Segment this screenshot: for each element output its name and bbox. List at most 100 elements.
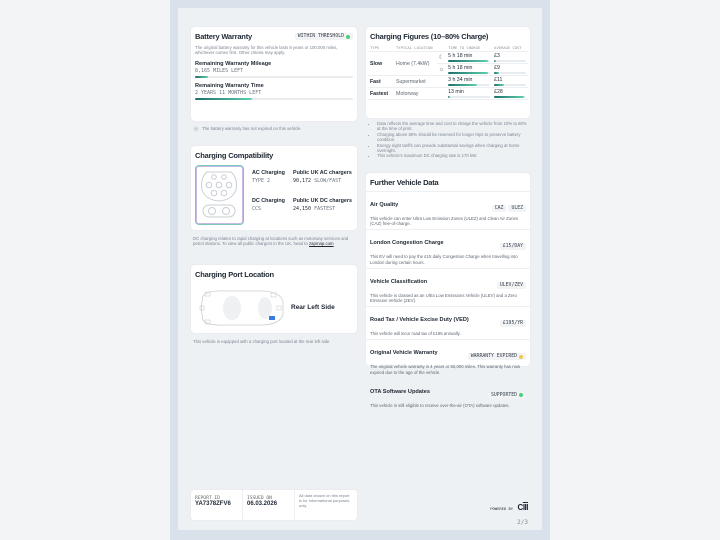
item-badge: SUPPORTED xyxy=(488,391,526,399)
dc-public-count: 24,150 xyxy=(293,205,312,212)
dc-public-label: Public UK DC chargers xyxy=(293,198,353,204)
time-progress xyxy=(195,97,353,100)
item-title: Air Quality xyxy=(370,202,399,208)
mileage-progress xyxy=(195,75,353,78)
battery-warranty-description: The original battery warranty for this v… xyxy=(195,45,338,56)
brand-logo-icon: CIII xyxy=(517,503,529,512)
port-location: Rear Left Side xyxy=(291,304,335,311)
disclaimer: All data shown on this report is for inf… xyxy=(299,493,350,508)
vehicle-data-item: Vehicle Classification ULEV/ZEV This vehic… xyxy=(366,267,530,306)
ac-public-speed: SLOW/FAST xyxy=(314,177,342,184)
moon-icon: ☾ xyxy=(436,51,447,64)
item-description: This vehicle can enter Ultra Low Emissio… xyxy=(370,216,519,227)
status-dot-icon xyxy=(519,354,523,359)
item-title: London Congestion Charge xyxy=(370,240,444,247)
charging-figures-table: TYPE TYPICAL LOCATION TIME TO CHARGE AVE… xyxy=(368,44,528,100)
battery-warranty-card: Battery Warranty WITHIN THRESHOLD The or… xyxy=(191,27,357,121)
vehicle-data-item: OTA Software Updates SUPPORTED This vehicl… xyxy=(366,377,530,411)
further-title: Further Vehicle Data xyxy=(370,178,439,187)
item-title: Road Tax / Vehicle Excise Duty (VED) xyxy=(370,317,469,324)
further-vehicle-data-card: Further Vehicle Data Air Quality CAZ ULEZ T… xyxy=(366,173,530,408)
item-badge: ULEV/ZEV xyxy=(496,281,526,289)
figures-note: Charging above 80% should be reserved fo… xyxy=(377,132,528,143)
item-description: This vehicle is classed as an Ultra Low … xyxy=(370,292,517,304)
port-note: This vehicle is equipped with a charging… xyxy=(193,339,330,344)
status-dot-icon xyxy=(519,393,523,398)
charge-type: Fastest xyxy=(368,87,394,100)
mileage-value: 8,165 MILES LEFT xyxy=(195,67,244,74)
dc-public-speed: FASTEST xyxy=(314,205,336,212)
zapmap-link[interactable]: zapmap.com xyxy=(309,241,334,247)
compat-title: Charging Compatibility xyxy=(195,151,274,160)
figures-note: Energy night tariffs can provide substan… xyxy=(377,143,528,154)
item-title: Vehicle Classification xyxy=(370,278,428,285)
charge-type: Slow xyxy=(368,51,394,76)
report-id: YA7378ZFV6 xyxy=(195,501,231,507)
item-badge: WARRANTY EXPIRED xyxy=(467,353,526,361)
status-dot-icon xyxy=(346,34,350,39)
vehicle-data-item: Original Vehicle Warranty WARRANTY EXPIRE… xyxy=(366,339,530,377)
dc-charging-label: DC Charging xyxy=(252,198,285,204)
figures-note: This vehicle's maximum DC charging rate … xyxy=(377,153,528,158)
item-badge: ULEZ xyxy=(508,205,526,212)
ac-public-count: 90,172 xyxy=(293,177,312,184)
battery-note: i The battery warranty has not expired o… xyxy=(193,126,302,132)
ac-public-label: Public UK AC chargers xyxy=(293,170,352,176)
time-value: 2 YEARS 11 MONTHS LEFT xyxy=(195,89,262,96)
vehicle-data-item: Road Tax / Vehicle Excise Duty (VED) £195… xyxy=(366,306,530,339)
page-number: 2/3 xyxy=(517,519,528,526)
vehicle-data-item: Air Quality CAZ ULEZ This vehicle can enter… xyxy=(366,191,530,229)
report-id-label: REPORT ID xyxy=(195,496,220,501)
figures-notes: Data reflects the average time and cost … xyxy=(372,121,528,159)
charge-location: Motorway xyxy=(394,87,447,100)
item-badge: CAZ xyxy=(491,205,507,212)
charging-port-marker xyxy=(269,316,275,320)
port-title: Charging Port Location xyxy=(195,270,274,279)
vehicle-data-item: London Congestion Charge £15/DAY This EV w… xyxy=(366,229,530,267)
charging-row: Fastest Motorway 13 min £28 xyxy=(368,87,528,100)
ac-connector-type: TYPE 2 xyxy=(252,177,271,184)
header-time: TIME TO CHARGE xyxy=(446,44,493,52)
charge-cost: £3 xyxy=(492,51,528,64)
powered-by: POWERED BY CIII 2/3 xyxy=(470,497,528,526)
header-location: TYPICAL LOCATION xyxy=(394,44,447,52)
type2-ccs-connector-icon xyxy=(201,171,237,218)
charging-compatibility-card: Charging Compatibility AC Charging TYPE … xyxy=(191,146,357,230)
item-description: This EV will need to pay the £15 daily C… xyxy=(370,254,518,265)
charge-time: 3 h 34 min xyxy=(446,75,493,88)
mileage-label: Remaining Warranty Mileage xyxy=(195,60,272,67)
item-badge: £195/YR xyxy=(499,320,526,328)
figures-title: Charging Figures (10–80% Charge) xyxy=(370,32,489,41)
charging-figures-card: Charging Figures (10–80% Charge) TYPE TY… xyxy=(366,27,530,118)
dc-connector-type: CCS xyxy=(252,205,262,212)
charge-time: 13 min xyxy=(446,87,493,100)
charge-type: Fast xyxy=(368,75,394,88)
charge-location: Supermarket xyxy=(394,75,447,88)
compat-note: DC charging relates to rapid charging at… xyxy=(193,236,349,247)
issued-label: ISSUED ON xyxy=(247,496,272,501)
charge-location: Home (7.4kW) xyxy=(394,51,437,76)
charging-row: Fast Supermarket 3 h 34 min £11 xyxy=(368,75,528,88)
charging-row: Slow Home (7.4kW) ☾ 5 h 18 min £3 xyxy=(368,51,528,76)
sun-icon: ☼ xyxy=(436,63,447,76)
item-description: The original vehicle warranty is 4 years… xyxy=(370,364,521,375)
info-icon: i xyxy=(193,126,199,132)
item-badge: £15/DAY xyxy=(499,243,526,251)
powered-by-label: POWERED BY xyxy=(490,506,514,511)
battery-warranty-title: Battery Warranty xyxy=(195,32,252,41)
charge-cost: £11 xyxy=(492,75,528,88)
charge-cost: £28 xyxy=(492,87,528,100)
issued-date: 06.03.2026 xyxy=(247,501,278,507)
charge-time: 5 h 18 min xyxy=(446,51,493,64)
header-cost: AVERAGE COST xyxy=(492,44,528,52)
ac-charging-label: AC Charging xyxy=(252,170,285,176)
charging-row: ☼ 5 h 18 min £9 xyxy=(368,63,528,76)
charge-cost: £9 xyxy=(492,63,528,76)
item-title: OTA Software Updates xyxy=(370,388,430,395)
warranty-status-badge: WITHIN THRESHOLD xyxy=(294,33,353,40)
charge-time: 5 h 18 min xyxy=(446,63,493,76)
report-footer: REPORT ID YA7378ZFV6 ISSUED ON 06.03.202… xyxy=(191,490,357,520)
item-title: Original Vehicle Warranty xyxy=(370,350,438,357)
item-description: This vehicle is still eligible to receiv… xyxy=(370,402,510,408)
charging-port-card: Charging Port Location Rear Left Side xyxy=(191,265,357,333)
